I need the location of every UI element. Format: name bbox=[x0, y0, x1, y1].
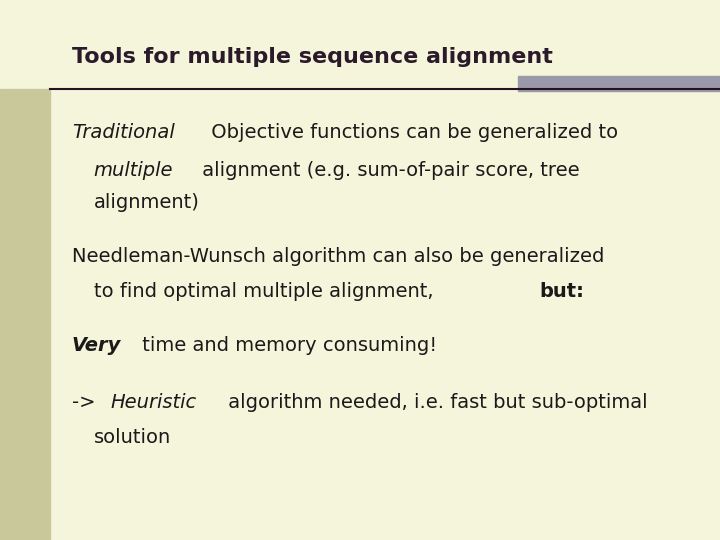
Text: Traditional: Traditional bbox=[72, 123, 175, 142]
Bar bbox=[518, 76, 720, 91]
Bar bbox=[0, 89, 50, 540]
Text: Tools for multiple sequence alignment: Tools for multiple sequence alignment bbox=[72, 46, 553, 67]
Text: algorithm needed, i.e. fast but sub-optimal: algorithm needed, i.e. fast but sub-opti… bbox=[222, 393, 647, 412]
Text: Objective functions can be generalized to: Objective functions can be generalized t… bbox=[204, 123, 618, 142]
Text: alignment (e.g. sum-of-pair score, tree: alignment (e.g. sum-of-pair score, tree bbox=[196, 160, 580, 180]
Text: to find optimal multiple alignment,: to find optimal multiple alignment, bbox=[94, 282, 439, 301]
Text: Needleman-Wunsch algorithm can also be generalized: Needleman-Wunsch algorithm can also be g… bbox=[72, 247, 604, 266]
Text: time and memory consuming!: time and memory consuming! bbox=[135, 336, 437, 355]
Text: but:: but: bbox=[540, 282, 585, 301]
Text: Heuristic: Heuristic bbox=[110, 393, 197, 412]
Text: Very: Very bbox=[72, 336, 122, 355]
Text: ->: -> bbox=[72, 393, 102, 412]
Text: solution: solution bbox=[94, 428, 171, 447]
Text: multiple: multiple bbox=[94, 160, 173, 180]
Text: alignment): alignment) bbox=[94, 193, 199, 212]
